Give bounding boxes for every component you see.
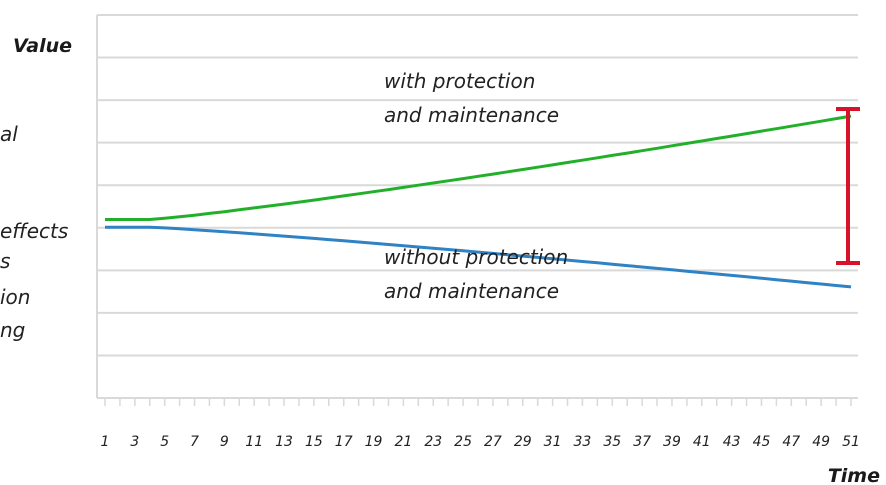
x-tick-label: 9 xyxy=(220,434,229,450)
x-tick-label: 45 xyxy=(753,434,771,450)
x-tick-label: 15 xyxy=(305,434,323,450)
x-tick-label: 23 xyxy=(424,434,442,450)
x-tick-label: 7 xyxy=(190,434,199,450)
x-axis-label: Time xyxy=(828,465,880,485)
x-tick-label: 11 xyxy=(245,434,263,450)
side-text-5: ng xyxy=(0,318,25,342)
x-tick-label: 49 xyxy=(812,434,830,450)
x-tick-label: 13 xyxy=(275,434,293,450)
gridlines xyxy=(97,14,858,357)
x-tick-label: 1 xyxy=(101,434,110,450)
x-tick-label: 39 xyxy=(663,434,681,450)
side-text-4: ion xyxy=(0,285,30,309)
x-tick-label: 21 xyxy=(394,434,412,450)
x-tick-label: 19 xyxy=(365,434,383,450)
series-line-without-protection xyxy=(105,225,852,289)
x-tick-label: 41 xyxy=(693,434,711,450)
y-axis-label: Value xyxy=(13,35,72,57)
without-label-line2: and maintenance xyxy=(384,279,559,303)
x-tick-label: 31 xyxy=(544,434,562,450)
side-text-1: al xyxy=(0,122,18,146)
x-tick-label: 25 xyxy=(454,434,472,450)
x-tick-label: 51 xyxy=(842,434,860,450)
series-lines xyxy=(105,114,852,289)
x-ticks xyxy=(104,398,852,406)
x-tick-label: 43 xyxy=(723,434,741,450)
x-tick-label: 17 xyxy=(335,434,353,450)
x-tick-label: 5 xyxy=(160,434,169,450)
difference-bar xyxy=(836,107,860,265)
x-tick-label: 35 xyxy=(603,434,621,450)
x-tick-label: 29 xyxy=(514,434,532,450)
x-tick-label: 47 xyxy=(782,434,800,450)
with-label-line1: with protection xyxy=(384,69,535,93)
without-label-line1: without protection xyxy=(384,245,568,269)
series-line-with-protection xyxy=(105,114,852,221)
side-text-2: effects xyxy=(0,219,68,243)
with-label-line2: and maintenance xyxy=(384,103,559,127)
x-tick-label: 33 xyxy=(574,434,592,450)
x-tick-labels: 1 3 5 7 9 11 13 15 17 19 21 23 25 27 29 31 33 35 37 39 41 43 4… xyxy=(101,434,860,450)
side-text-3: s xyxy=(0,249,10,273)
x-tick-label: 27 xyxy=(484,434,502,450)
x-tick-label: 3 xyxy=(130,434,139,450)
x-tick-label: 37 xyxy=(633,434,651,450)
